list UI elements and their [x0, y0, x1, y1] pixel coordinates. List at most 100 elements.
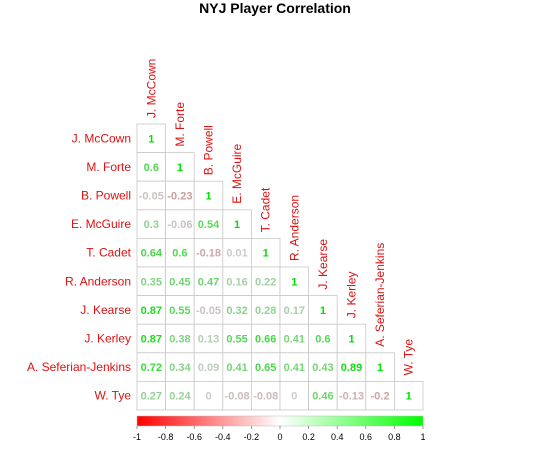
cell-value-label: 1 — [148, 133, 154, 145]
heatmap-cell — [336, 352, 367, 382]
heatmap-cell — [279, 295, 310, 325]
column-label: J. Kerley — [345, 272, 359, 319]
cell-value-label: 0.55 — [169, 305, 190, 317]
heatmap-cell — [193, 180, 224, 211]
cell-value-label: 0.55 — [226, 334, 247, 346]
heatmap-cell — [250, 237, 281, 268]
cell-value-label: 1 — [291, 276, 297, 288]
colorbar-tick-label: -0.2 — [244, 432, 260, 442]
cell-value-label: -0.18 — [196, 248, 221, 260]
heatmap-cell — [165, 380, 195, 411]
colorbar-tick-label: 0.6 — [360, 432, 373, 442]
heatmap-cell — [222, 209, 252, 239]
heatmap-cell — [193, 352, 224, 382]
cell-value-label: -0.05 — [196, 305, 221, 317]
row-label: J. McCown — [72, 131, 131, 145]
row-label: J. Kearse — [80, 303, 131, 317]
heatmap-cell — [193, 295, 224, 325]
column-label: M. Forte — [173, 102, 187, 147]
cell-value-label: 0.41 — [284, 362, 305, 374]
cell-value-label: 0.27 — [141, 391, 162, 403]
colorbar-gradient — [136, 415, 424, 427]
heatmap-cell — [136, 152, 167, 182]
heatmap-cell — [222, 295, 252, 325]
cell-value-label: 0.32 — [226, 305, 247, 317]
heatmap-cell — [308, 380, 338, 411]
heatmap-cell — [136, 180, 167, 211]
heatmap-cell — [136, 209, 167, 239]
cell-value-label: 0.47 — [198, 276, 219, 288]
cell-value-label: 0.34 — [169, 362, 191, 374]
heatmap-cell — [165, 209, 195, 239]
column-label: B. Powell — [202, 125, 216, 175]
cell-value-label: 0.64 — [141, 248, 163, 260]
colorbar-tick-label: 0.4 — [331, 432, 344, 442]
heatmap-cell — [279, 266, 310, 297]
row-label: W. Tye — [95, 389, 132, 403]
cell-value-label: 0.43 — [312, 362, 333, 374]
row-label: T. Cadet — [86, 246, 131, 260]
colorbar-tick-label: 0.2 — [302, 432, 315, 442]
cell-value-label: 1 — [263, 248, 269, 260]
row-label: A. Seferian-Jenkins — [27, 360, 131, 374]
heatmap-cell — [250, 323, 281, 354]
heatmap-cell — [222, 266, 252, 297]
cell-value-label: 1 — [177, 162, 183, 174]
cell-value-label: 0.45 — [169, 276, 190, 288]
cell-value-label: 0.87 — [141, 305, 162, 317]
colorbar: -1 -0.8 -0.6 -0.4 -0.2 0 0.2 0.4 0.6 0.8 1 — [133, 415, 426, 442]
column-label: R. Anderson — [287, 195, 301, 261]
heatmap-cell — [279, 380, 310, 411]
colorbar-tick-label: -0.6 — [186, 432, 202, 442]
column-label: J. McCown — [144, 59, 158, 118]
heatmap-cell — [136, 295, 167, 325]
chart-title: NYJ Player Correlation — [199, 0, 351, 16]
cell-value-label: 0 — [205, 391, 211, 403]
row-label: B. Powell — [81, 189, 131, 203]
heatmap-cell — [165, 152, 195, 182]
cell-value-label: 0.87 — [141, 334, 162, 346]
cell-value-label: 1 — [406, 391, 412, 403]
cell-value-label: 0.24 — [169, 391, 191, 403]
colorbar-tick-label: 0 — [277, 432, 282, 442]
cell-value-label: 0.6 — [172, 248, 187, 260]
column-label: E. McGuire — [230, 143, 244, 203]
cell-value-label: -0.08 — [225, 391, 250, 403]
cell-value-label: 0.6 — [315, 334, 330, 346]
colorbar-tick-label: -0.4 — [215, 432, 231, 442]
cell-value-label: -0.23 — [167, 191, 192, 203]
heatmap-cell — [165, 295, 195, 325]
heatmap-cell — [393, 380, 424, 411]
heatmap-cell — [136, 352, 167, 382]
heatmap-cell — [193, 266, 224, 297]
cell-value-label: 0.16 — [226, 276, 247, 288]
cell-value-label: 0.3 — [144, 219, 159, 231]
cell-value-label: 1 — [320, 305, 326, 317]
heatmap-cell — [222, 380, 252, 411]
column-label: T. Cadet — [259, 187, 273, 232]
heatmap-cell — [279, 323, 310, 354]
cell-value-label: 0 — [291, 391, 297, 403]
column-label: W. Tye — [402, 339, 416, 376]
row-label: E. McGuire — [71, 217, 131, 231]
row-label: J. Kerley — [84, 332, 131, 346]
heatmap-cell — [365, 352, 395, 382]
cell-value-label: -0.13 — [339, 391, 364, 403]
colorbar-tick-label: 0.8 — [388, 432, 401, 442]
cell-value-label: 1 — [377, 362, 383, 374]
heatmap-cell — [308, 323, 338, 354]
cell-value-label: -0.08 — [253, 391, 278, 403]
cell-value-label: 0.22 — [255, 276, 276, 288]
cell-value-label: 1 — [348, 334, 354, 346]
heatmap-cell — [336, 380, 367, 411]
column-label: A. Seferian-Jenkins — [373, 243, 387, 347]
cell-value-label: 0.13 — [198, 334, 219, 346]
cell-value-label: 1 — [205, 191, 211, 203]
colorbar-tick-label: -0.8 — [158, 432, 174, 442]
cell-value-label: 0.09 — [198, 362, 219, 374]
heatmap-cell — [136, 123, 167, 154]
cell-value-label: 0.72 — [141, 362, 162, 374]
cells-layer: 10.6 1-0.05 -0.23 10.3 -0.06 0.54 10.64 0.6 -0.1… — [136, 123, 424, 411]
